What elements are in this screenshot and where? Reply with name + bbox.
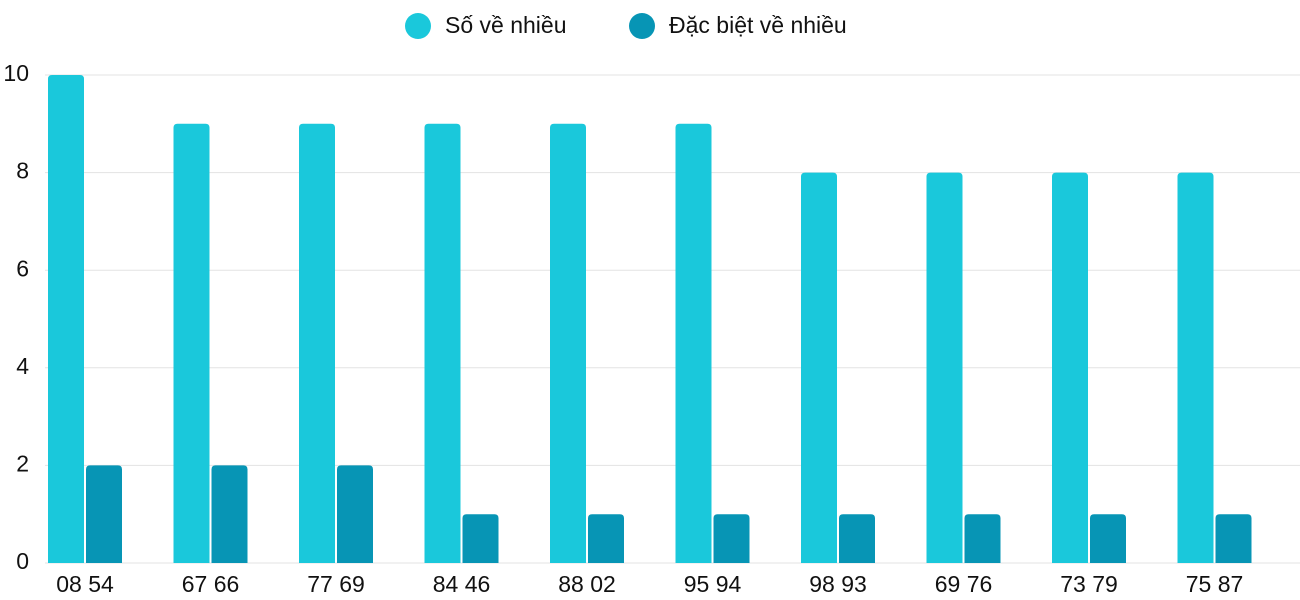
y-tick-label: 0 bbox=[16, 548, 29, 574]
bar bbox=[964, 514, 1001, 563]
y-tick-label: 6 bbox=[16, 255, 29, 281]
bar bbox=[675, 123, 712, 564]
x-tick-label: 88 02 bbox=[558, 571, 616, 597]
bar bbox=[801, 172, 837, 563]
x-tick-label: 69 76 bbox=[935, 571, 993, 597]
y-tick-label: 2 bbox=[16, 450, 29, 476]
bar bbox=[211, 465, 248, 563]
bar bbox=[839, 514, 875, 563]
x-tick-label: 73 79 bbox=[1060, 571, 1118, 597]
y-tick-label: 4 bbox=[16, 353, 29, 379]
x-tick-label: 75 87 bbox=[1186, 571, 1244, 597]
bar bbox=[588, 514, 624, 563]
bar bbox=[462, 514, 499, 563]
y-tick-label: 10 bbox=[3, 60, 29, 86]
x-tick-label: 77 69 bbox=[307, 571, 365, 597]
x-tick-label: 67 66 bbox=[182, 571, 240, 597]
bar bbox=[713, 514, 750, 563]
bar bbox=[1177, 172, 1214, 563]
x-tick-label: 98 93 bbox=[809, 571, 867, 597]
bar bbox=[1052, 172, 1088, 563]
bar bbox=[173, 123, 210, 564]
x-tick-label: 95 94 bbox=[684, 571, 742, 597]
legend-marker bbox=[405, 13, 431, 39]
bar bbox=[550, 123, 586, 564]
bar bbox=[337, 465, 373, 563]
legend-marker bbox=[629, 13, 655, 39]
legend-label: Số về nhiều bbox=[445, 12, 566, 38]
bar bbox=[1090, 514, 1126, 563]
bar bbox=[926, 172, 963, 563]
bar bbox=[48, 75, 84, 563]
bar bbox=[1215, 514, 1252, 563]
legend-label: Đặc biệt về nhiều bbox=[669, 12, 847, 38]
x-tick-label: 84 46 bbox=[433, 571, 491, 597]
x-tick-label: 08 54 bbox=[56, 571, 114, 597]
bar bbox=[424, 123, 461, 564]
y-tick-label: 8 bbox=[16, 158, 29, 184]
bar bbox=[299, 123, 335, 564]
bar bbox=[86, 465, 122, 563]
